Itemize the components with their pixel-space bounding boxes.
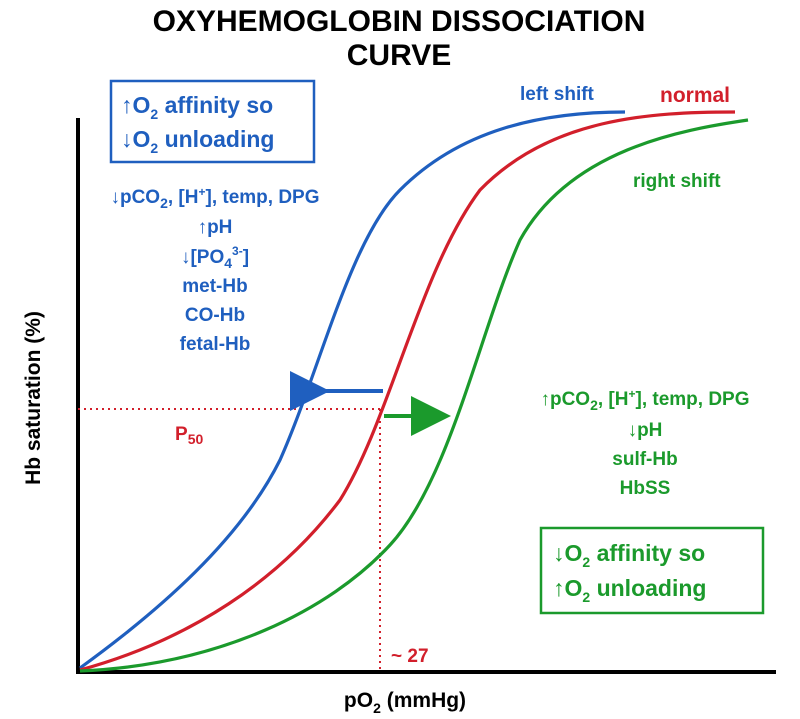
chart-title-line2: CURVE <box>347 39 451 72</box>
series-right-shift-curve <box>79 118 749 673</box>
left-cause-1: ↓pCO2, [H+], temp, DPG <box>110 185 319 211</box>
right-cause-3: sulf-Hb <box>612 449 677 470</box>
left-cause-6: fetal-Hb <box>180 334 251 355</box>
y-axis-label: Hb saturation (%) <box>22 311 45 485</box>
series-normal-curve <box>79 110 736 672</box>
p50-label: P50 <box>175 424 203 447</box>
legend-left-shift: left shift <box>520 84 595 105</box>
series-left-shift-curve <box>79 110 626 670</box>
legend-normal: normal <box>660 84 730 107</box>
p50-value-label: ~ 27 <box>391 646 429 667</box>
right-cause-4: HbSS <box>620 478 671 499</box>
right-box-line1: ↓O2 affinity so <box>553 540 705 570</box>
legend-right-shift: right shift <box>633 171 721 192</box>
left-shift-effect-box <box>109 79 316 164</box>
right-shift-effect-box <box>539 526 765 615</box>
right-box-line2: ↑O2 unloading <box>553 575 706 605</box>
left-box-line1: ↑O2 affinity so <box>121 92 273 122</box>
x-axis-label: pO2 (mmHg) <box>344 689 466 716</box>
left-box-line2: ↓O2 unloading <box>121 126 274 156</box>
left-cause-3: ↓[PO43-] <box>181 244 249 271</box>
right-cause-2: ↓pH <box>628 420 663 441</box>
left-cause-4: met-Hb <box>182 276 247 297</box>
chart-title-line1: OXYHEMOGLOBIN DISSOCIATION <box>153 5 646 38</box>
left-cause-5: CO-Hb <box>185 305 245 326</box>
right-cause-1: ↑pCO2, [H+], temp, DPG <box>540 387 749 413</box>
left-cause-2: ↑pH <box>198 217 233 238</box>
